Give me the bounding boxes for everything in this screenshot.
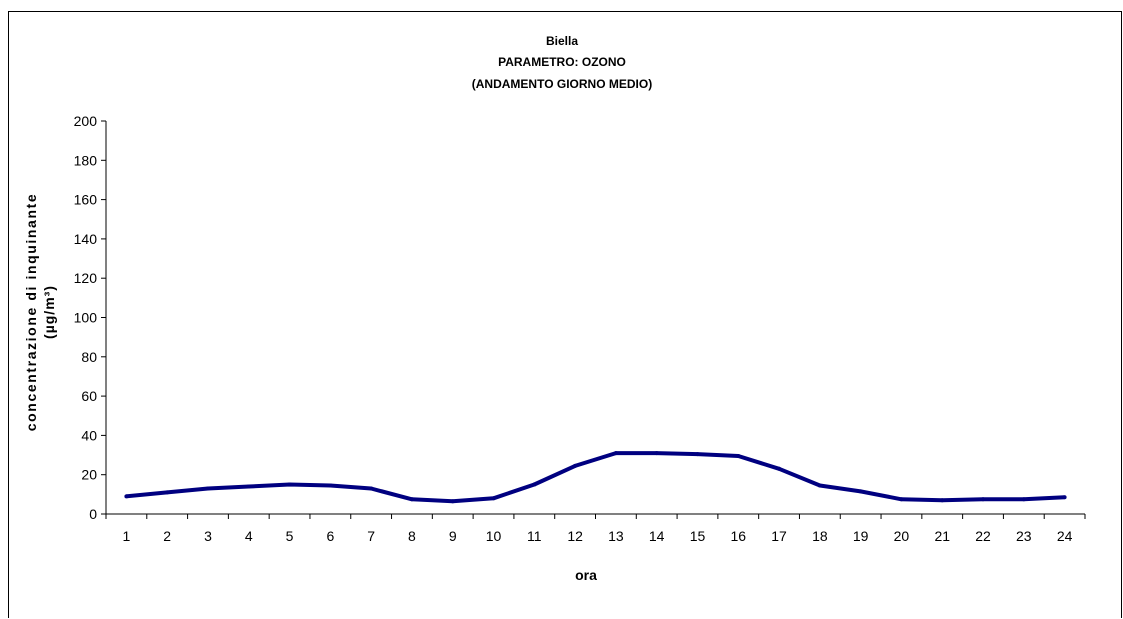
x-tick-label: 17: [771, 528, 787, 544]
x-tick-label: 21: [934, 528, 950, 544]
y-tick-label: 140: [74, 231, 98, 247]
series-point: [369, 486, 374, 491]
series-point: [613, 451, 618, 456]
series-point: [858, 489, 863, 494]
series-point: [899, 497, 904, 502]
series-point: [287, 482, 292, 487]
y-tick-label: 100: [74, 310, 98, 326]
series-point: [940, 498, 945, 503]
chart-title-line-2: PARAMETRO: OZONO: [498, 55, 626, 69]
x-tick-label: 5: [286, 528, 294, 544]
x-tick-label: 3: [204, 528, 212, 544]
y-tick-label: 80: [81, 349, 97, 365]
x-tick-label: 22: [975, 528, 991, 544]
x-axis-ticks: 1 2 3 4 5 6 7 8 9 10 11 12 13 14 15 16 17 18 19 20 21 22 23 24: [105, 514, 1086, 544]
x-tick-label: 7: [367, 528, 375, 544]
series-point: [246, 484, 251, 489]
x-tick-label: 2: [163, 528, 171, 544]
y-tick-label: 20: [81, 467, 97, 483]
series-point: [777, 466, 782, 471]
x-tick-label: 18: [812, 528, 828, 544]
y-tick-label: 160: [74, 192, 98, 208]
x-tick-label: 19: [853, 528, 869, 544]
x-tick-label: 4: [245, 528, 253, 544]
series-point: [1062, 495, 1067, 500]
series-point: [573, 463, 578, 468]
chart-title-line-1: Biella: [546, 34, 578, 48]
x-tick-label: 16: [730, 528, 746, 544]
x-tick-label: 14: [649, 528, 665, 544]
x-tick-label: 6: [326, 528, 334, 544]
y-tick-label: 40: [81, 427, 97, 443]
y-axis-ticks: 0 20 40 60 80 100 120 140 160 180 200: [74, 113, 106, 522]
series-point: [817, 483, 822, 488]
series-point: [450, 499, 455, 504]
x-tick-label: 1: [122, 528, 130, 544]
y-axis-title: concentrazione di inquinante (µg/m³): [23, 193, 57, 431]
series-line-1: [126, 451, 1065, 504]
series-point: [165, 490, 170, 495]
chart-frame: [8, 11, 1122, 618]
x-tick-label: 8: [408, 528, 416, 544]
series-point: [409, 497, 414, 502]
y-tick-label: 200: [74, 113, 98, 129]
x-tick-label: 10: [486, 528, 502, 544]
x-tick-label: 13: [608, 528, 624, 544]
series-point: [124, 494, 129, 499]
y-tick-label: 180: [74, 152, 98, 168]
y-axis-title-line-2: (µg/m³): [41, 285, 57, 339]
series-point: [981, 497, 986, 502]
series-group: [124, 451, 1067, 504]
y-axis-title-line-1: concentrazione di inquinante: [23, 193, 39, 431]
series-point: [695, 452, 700, 457]
y-tick-label: 120: [74, 270, 98, 286]
series-point: [328, 483, 333, 488]
series-point: [205, 486, 210, 491]
x-tick-label: 11: [527, 528, 542, 544]
series-point: [1021, 497, 1026, 502]
x-tick-label: 15: [690, 528, 706, 544]
y-tick-label: 0: [89, 506, 97, 522]
y-tick-label: 60: [81, 388, 97, 404]
x-tick-label: 20: [894, 528, 910, 544]
x-axis-title: ora: [575, 567, 597, 583]
series-point: [532, 482, 537, 487]
x-tick-label: 23: [1016, 528, 1032, 544]
axes: [105, 121, 1085, 515]
series-point: [654, 451, 659, 456]
chart-title-line-3: (ANDAMENTO GIORNO MEDIO): [472, 77, 652, 91]
series-point: [736, 454, 741, 459]
series-point: [491, 496, 496, 501]
chart-title: Biella PARAMETRO: OZONO (ANDAMENTO GIORN…: [472, 34, 652, 91]
x-tick-label: 9: [449, 528, 457, 544]
x-tick-label: 24: [1057, 528, 1073, 544]
x-tick-label: 12: [567, 528, 583, 544]
